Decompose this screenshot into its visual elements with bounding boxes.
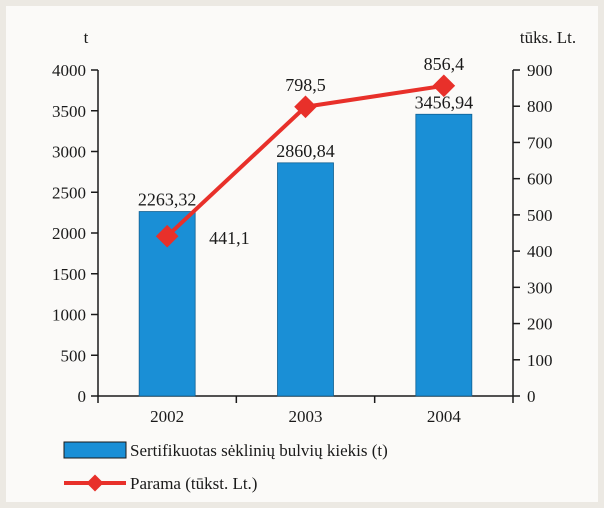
right-tick-label: 500 [527, 206, 553, 225]
line-series-group [155, 74, 456, 248]
bars-group [138, 113, 473, 397]
x-tick-label: 2004 [427, 407, 462, 426]
bar-data-label: 3456,94 [415, 92, 474, 112]
left-tick-label: 1000 [52, 306, 86, 325]
left-tick-label: 500 [61, 346, 87, 365]
line-marker [155, 224, 179, 248]
x-tick-label: 2003 [289, 407, 323, 426]
right-tick-label: 0 [527, 387, 536, 406]
bar-data-label: 2860,84 [276, 141, 335, 161]
data-labels-group: 2263,32 2860,84 3456,94 441,1 798,5 856,4 [138, 54, 473, 248]
line-data-label: 856,4 [424, 54, 465, 74]
legend-line-marker [86, 474, 104, 492]
line-marker [432, 74, 456, 98]
left-tick-label: 4000 [52, 61, 86, 80]
legend: Sertifikuotas sėklinių bulvių kiekis (t)… [63, 441, 388, 493]
right-tick-label: 200 [527, 315, 553, 334]
right-tick-label: 600 [527, 170, 553, 189]
right-tick-label: 900 [527, 61, 553, 80]
right-tick-label: 100 [527, 351, 553, 370]
right-ticks-group: 0 100 200 300 400 500 600 700 800 900 [513, 61, 553, 406]
line-marker [294, 95, 317, 119]
x-tick-label: 2002 [150, 407, 184, 426]
right-tick-label: 700 [527, 133, 553, 152]
line-data-label: 798,5 [285, 75, 326, 95]
right-axis-unit-label: tūks. Lt. [520, 28, 576, 47]
x-ticks-group: 2002 2003 2004 [97, 396, 514, 426]
left-tick-label: 1500 [52, 265, 86, 284]
right-tick-label: 300 [527, 278, 553, 297]
right-tick-label: 400 [527, 242, 553, 261]
legend-line-label: Parama (tūkst. Lt.) [130, 474, 257, 493]
legend-bar-swatch [63, 441, 127, 459]
left-tick-label: 0 [78, 387, 87, 406]
left-tick-label: 2000 [52, 224, 86, 243]
bar-data-label: 2263,32 [138, 190, 197, 210]
left-tick-label: 3000 [52, 143, 86, 162]
bar [277, 162, 334, 397]
legend-bar-label: Sertifikuotas sėklinių bulvių kiekis (t) [130, 441, 388, 460]
left-ticks-group: 0 500 1000 1500 2000 2500 3000 3500 4000 [52, 61, 98, 406]
bar [415, 113, 473, 397]
left-tick-label: 3500 [52, 102, 86, 121]
right-tick-label: 800 [527, 97, 553, 116]
line-data-label: 441,1 [209, 228, 250, 248]
left-tick-label: 2500 [52, 183, 86, 202]
left-axis-unit-label: t [84, 28, 89, 47]
